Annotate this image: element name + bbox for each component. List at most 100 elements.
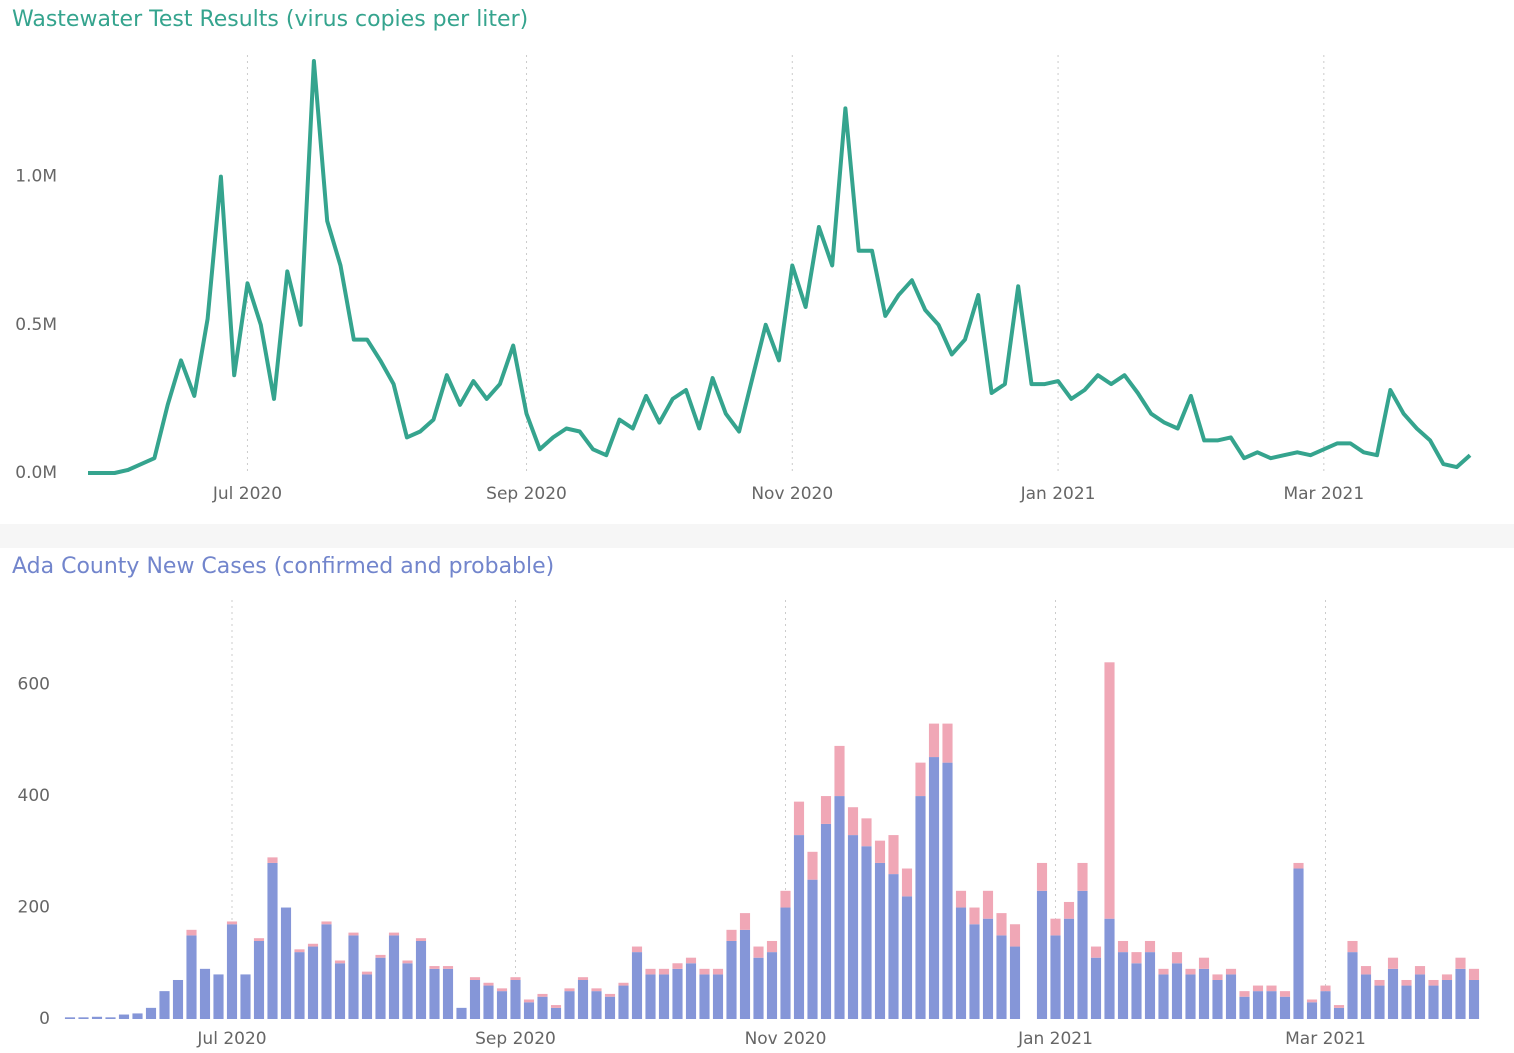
bar (1279, 996, 1291, 1019)
bar (1374, 985, 1385, 1019)
bar (645, 974, 656, 1019)
bar (1252, 991, 1264, 1019)
bar (429, 968, 440, 1019)
bar (1347, 952, 1358, 1019)
bar (1009, 946, 1021, 1019)
bar (969, 907, 980, 925)
bar (267, 862, 278, 1019)
bar (712, 968, 724, 975)
bar (1144, 940, 1156, 953)
bar (496, 988, 508, 992)
bar (1050, 918, 1061, 936)
bar (1306, 999, 1318, 1003)
bar (1144, 952, 1156, 1019)
y-tick-label: 400 (18, 786, 50, 806)
bar (739, 913, 751, 930)
bar (1198, 968, 1210, 1019)
bar (226, 921, 238, 925)
bar (1158, 974, 1169, 1019)
bar (631, 946, 643, 953)
bar (415, 938, 427, 941)
bar (213, 974, 224, 1019)
bar (1063, 918, 1075, 1019)
bar (1131, 963, 1142, 1019)
bar (348, 935, 359, 1019)
y-tick-label: 600 (18, 675, 50, 695)
bar (1387, 957, 1399, 969)
bar (712, 974, 724, 1019)
bar (942, 723, 953, 763)
bar (1414, 966, 1426, 975)
bar (618, 985, 629, 1019)
bar (699, 968, 710, 975)
bar (982, 918, 994, 1019)
bar (1455, 968, 1466, 1019)
bar (1131, 952, 1142, 964)
bar (78, 1017, 89, 1019)
bar (186, 935, 197, 1019)
bar (1468, 968, 1480, 980)
line (88, 59, 1472, 475)
bar (969, 924, 980, 1019)
bar (1414, 974, 1426, 1019)
bar (807, 879, 818, 1019)
bar (834, 745, 845, 797)
bar (1333, 1007, 1345, 1019)
bar (874, 862, 886, 1019)
bar (1239, 996, 1250, 1019)
bar (1225, 968, 1237, 975)
bar (294, 952, 305, 1019)
bar (456, 1007, 467, 1019)
x-tick-label: Nov 2020 (751, 484, 833, 504)
separator (0, 524, 1514, 548)
bar (1441, 974, 1453, 980)
chart-title: Ada County New Cases (confirmed and prob… (12, 554, 554, 579)
bar (132, 1013, 143, 1019)
bar (739, 929, 751, 1019)
bar (1468, 979, 1480, 1019)
bar (388, 932, 400, 936)
bar (361, 971, 373, 975)
bar (537, 993, 548, 997)
bar (807, 851, 818, 880)
bar (186, 929, 197, 936)
bar (375, 954, 386, 958)
bar (955, 907, 967, 1019)
bar (820, 823, 832, 1019)
bar (591, 991, 602, 1019)
bar (1077, 862, 1088, 891)
bar (1171, 952, 1183, 964)
bar (1063, 901, 1075, 919)
x-tick-label: Sep 2020 (486, 484, 567, 504)
bar (847, 835, 859, 1019)
x-tick-label: Jan 2021 (1020, 484, 1096, 504)
bar (91, 1016, 103, 1019)
bar (226, 924, 238, 1019)
bar (1198, 957, 1210, 969)
bar (861, 846, 872, 1019)
bar (726, 929, 737, 941)
bar (1320, 985, 1331, 992)
y-tick-label: 200 (18, 898, 50, 918)
bar (1266, 985, 1277, 992)
bar (1036, 890, 1048, 1019)
bar (361, 974, 373, 1019)
bar (483, 985, 494, 1019)
bar (685, 957, 697, 964)
bar (172, 979, 184, 1019)
bar (820, 796, 832, 824)
bar (631, 952, 643, 1019)
bar (523, 999, 535, 1003)
bar (888, 835, 899, 875)
bar (658, 968, 670, 975)
bar (307, 946, 319, 1019)
bar (469, 977, 481, 980)
x-tick-label: Nov 2020 (745, 1029, 827, 1049)
bar (118, 1014, 130, 1019)
bar (550, 1007, 562, 1019)
bar (658, 974, 670, 1019)
x-tick-label: Jul 2020 (196, 1029, 266, 1049)
bar (564, 991, 575, 1019)
bar (1428, 979, 1439, 986)
